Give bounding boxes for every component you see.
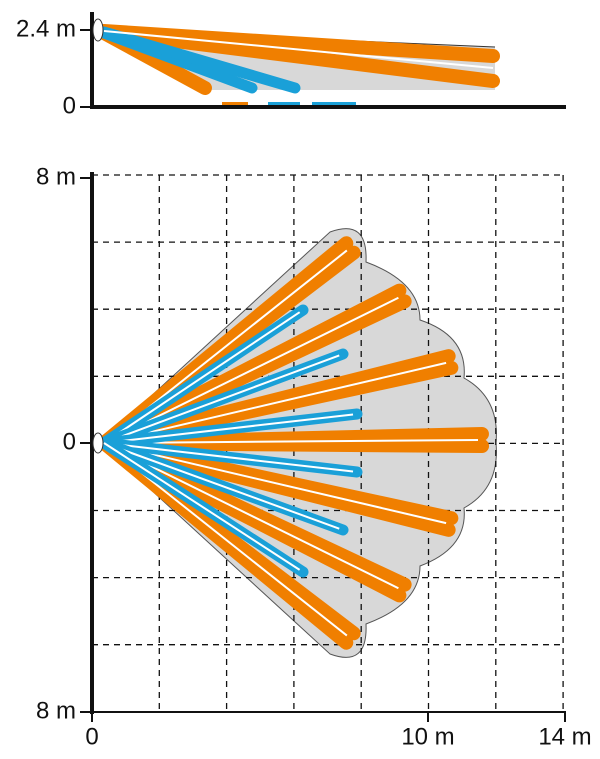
top-view: 8 m 0 8 m 0 10 m 14 m (36, 163, 592, 750)
beam-gap (103, 442, 340, 530)
beam (97, 360, 459, 450)
beam (97, 436, 490, 453)
floor-mark (222, 102, 248, 106)
side-beam (97, 25, 500, 88)
y-label: 2.4 m (16, 15, 76, 42)
y-label: 0 (63, 92, 76, 119)
side-view: 2.4 m 0 (16, 12, 566, 119)
beam-gap (103, 413, 354, 444)
y-label: 0 (63, 428, 76, 455)
beam-gap (103, 442, 301, 571)
side-beam (98, 26, 301, 94)
beam-gap (103, 296, 399, 444)
beam-gap (103, 442, 399, 590)
beam-gap (103, 361, 447, 444)
y-label: 8 m (36, 163, 76, 190)
beam-gap (103, 311, 301, 444)
sensor (92, 432, 104, 454)
beam-gap (103, 442, 354, 473)
x-label: 10 m (401, 723, 454, 750)
beam-gap (103, 354, 340, 444)
sensor (92, 18, 104, 42)
x-label: 14 m (538, 723, 591, 750)
y-label: 8 m (36, 697, 76, 724)
floor-mark (312, 102, 356, 106)
side-beam-gap (103, 30, 494, 69)
beams (80, 177, 566, 722)
floor-mark (268, 102, 300, 106)
beam-gap (103, 439, 479, 444)
beam-gap (103, 442, 447, 525)
x-label: 0 (85, 723, 98, 750)
